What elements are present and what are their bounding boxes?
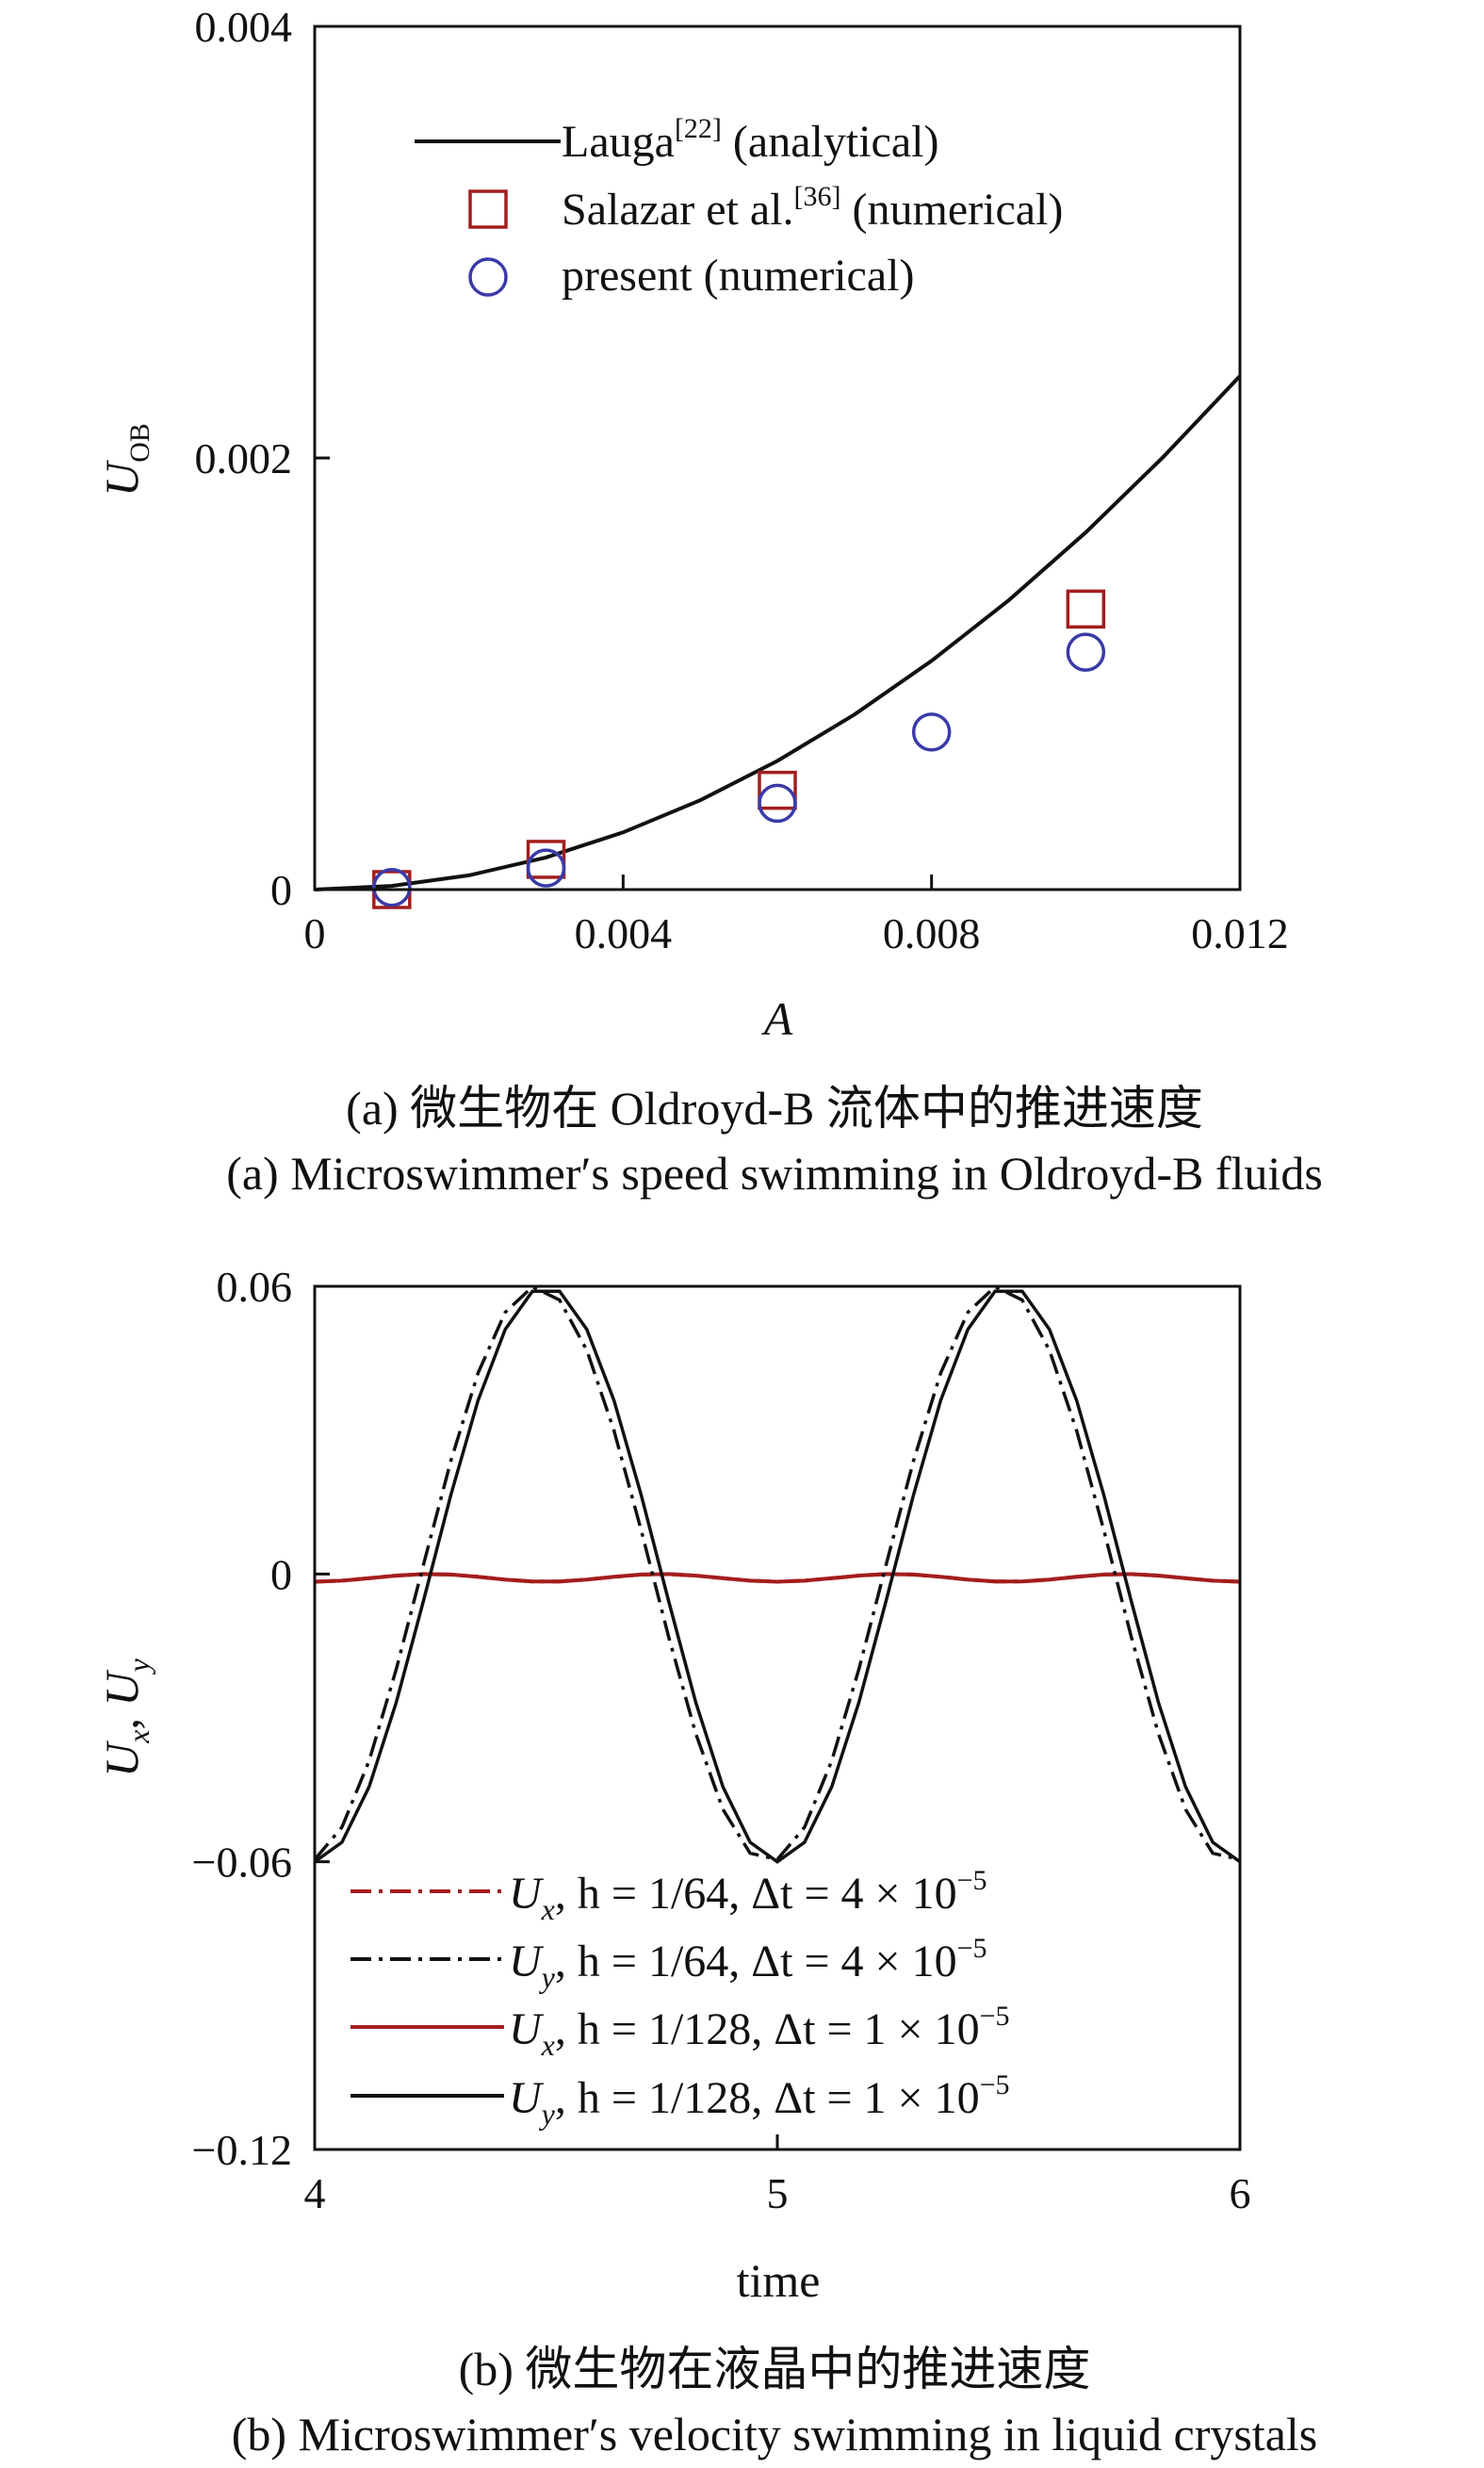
- legend-label: Ux, h = 1/64, Δt = 4 × 10−5: [509, 1865, 987, 1926]
- legend-label: Uy, h = 1/128, Δt = 1 × 10−5: [509, 2069, 1010, 2131]
- panel-b-x-tick-label: 6: [1230, 2169, 1251, 2217]
- panel-b-plot-area: [313, 1284, 1242, 1864]
- panel-a-x-tick-label: 0.004: [575, 909, 673, 957]
- panel-a-x-tick-label: 0: [304, 909, 326, 957]
- panel-b-caption-cn: (b) 微生物在液晶中的推进速度: [459, 2343, 1091, 2395]
- legend-label-salazar: Salazar et al.[36] (numerical): [562, 181, 1063, 235]
- panel-a-caption-cn: (a) 微生物在 Oldroyd-B 流体中的推进速度: [346, 1082, 1203, 1135]
- panel-a-y-axis-label: UOB: [95, 423, 155, 497]
- panel-b-x-tick-label: 5: [767, 2169, 789, 2217]
- panel-b-x-axis-label: time: [737, 2254, 821, 2307]
- legend-label-lauga: Lauga[22] (analytical): [562, 113, 938, 167]
- present-point: [911, 712, 952, 752]
- legend-item-ux-dashdot: Ux, h = 1/64, Δt = 4 × 10−5: [351, 1865, 987, 1926]
- panel-a-chart: 0 0.004 0.008 0.012 0 0.002 0.004 A UOB Lauga[…: [95, 3, 1323, 1200]
- present-point: [526, 848, 566, 888]
- panel-a-x-tick-label: 0.012: [1191, 909, 1289, 957]
- series-ux-solid-line: [314, 1572, 1241, 1584]
- panel-a-caption-en: (a) Microswimmer′s speed swimming in Old…: [226, 1147, 1323, 1200]
- panel-b-y-axis-label: Ux, Uy: [95, 1658, 155, 1776]
- legend-marker-circle: [468, 257, 508, 297]
- panel-a-y-tick-label: 0.002: [195, 434, 293, 482]
- panel-a-x-tick-label: 0.008: [883, 909, 981, 957]
- present-point: [1066, 632, 1106, 672]
- panel-b-y-tick-label: −0.06: [192, 1839, 292, 1887]
- panel-a-y-tick-label: 0: [270, 866, 292, 914]
- panel-a-legend: Lauga[22] (analytical) Salazar et al.[36…: [415, 113, 1063, 301]
- panel-b-y-tick-label: 0: [270, 1550, 292, 1598]
- legend-label: Ux, h = 1/128, Δt = 1 × 10−5: [509, 2001, 1010, 2062]
- present-point: [758, 783, 797, 824]
- salazar-point: [1066, 589, 1106, 629]
- panel-b-ticks: 4 5 6 0.06 0 −0.06 −0.12: [192, 1263, 1251, 2217]
- panel-a-x-axis-label: A: [761, 992, 793, 1045]
- salazar-point: [526, 840, 566, 879]
- series-uy-dashdot-line: [313, 1284, 1241, 1862]
- series-lauga-line: [314, 374, 1242, 891]
- panel-b-y-tick-label: 0.06: [217, 1263, 293, 1311]
- legend-item-uy-solid: Uy, h = 1/128, Δt = 1 × 10−5: [351, 2069, 1010, 2131]
- present-point: [372, 867, 412, 907]
- legend-marker-square: [468, 189, 508, 229]
- legend-item-uy-dashdot: Uy, h = 1/64, Δt = 4 × 10−5: [351, 1933, 987, 1994]
- legend-label-present: present (numerical): [562, 251, 914, 301]
- legend-label: Uy, h = 1/64, Δt = 4 × 10−5: [509, 1933, 987, 1994]
- salazar-point: [758, 770, 797, 810]
- panel-b-legend: Ux, h = 1/64, Δt = 4 × 10−5 Uy, h = 1/64,…: [351, 1865, 1010, 2131]
- legend-item-salazar: Salazar et al.[36] (numerical): [468, 181, 1063, 235]
- legend-item-lauga: Lauga[22] (analytical): [415, 113, 938, 167]
- panel-b-y-tick-label: −0.12: [192, 2126, 292, 2174]
- legend-item-present: present (numerical): [468, 251, 914, 301]
- panel-a-y-tick-label: 0.004: [195, 3, 293, 51]
- panel-b-chart: 4 5 6 0.06 0 −0.06 −0.12 time Ux, Uy Ux, h = 1…: [95, 1263, 1317, 2460]
- panel-b-x-tick-label: 4: [304, 2169, 326, 2217]
- panel-a-ticks: 0 0.004 0.008 0.012 0 0.002 0.004: [195, 3, 1289, 957]
- series-uy-solid-line: [313, 1289, 1242, 1864]
- panel-a-plot-area: [314, 374, 1242, 909]
- legend-item-ux-solid: Ux, h = 1/128, Δt = 1 × 10−5: [351, 2001, 1010, 2062]
- panel-b-caption-en: (b) Microswimmer′s velocity swimming in …: [232, 2408, 1317, 2460]
